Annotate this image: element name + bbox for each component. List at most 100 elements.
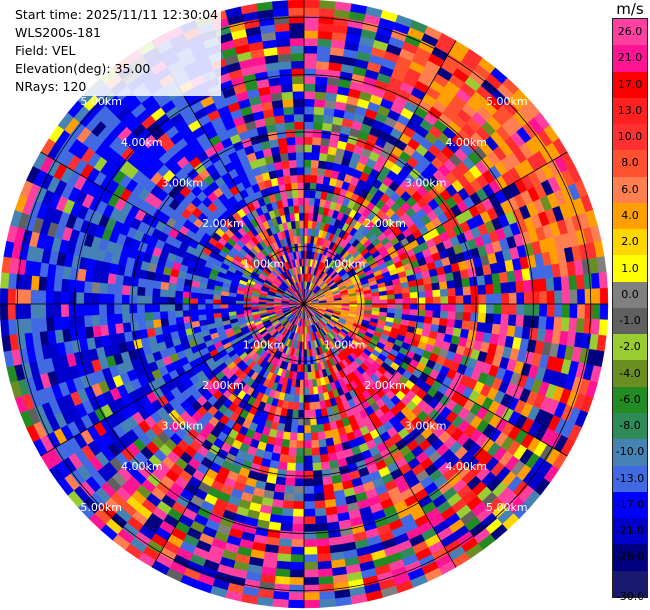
velocity-gate: [37, 289, 47, 305]
velocity-gate: [508, 303, 518, 316]
velocity-gate: [145, 278, 155, 289]
plot-info-box: Start time: 2025/11/11 12:30:04 WLS200s-…: [12, 6, 222, 96]
velocity-gate: [303, 220, 309, 229]
velocity-gate: [289, 561, 305, 571]
colorbar-bin: -6.0: [613, 386, 647, 413]
velocity-gate: [129, 276, 140, 287]
velocity-gate: [303, 394, 310, 404]
colorbar-tick-label: 2.0: [621, 235, 639, 249]
colorbar-tick-label: -8.0: [619, 419, 641, 433]
velocity-gate: [315, 522, 329, 532]
colorbar-bin: 17.0: [613, 71, 647, 98]
velocity-gate: [485, 293, 495, 305]
velocity-gate: [277, 461, 288, 471]
velocity-gate: [75, 291, 85, 305]
velocity-gate: [592, 288, 601, 305]
colorbar-tick-label: -21.0: [615, 524, 645, 538]
azimuth-spoke: [303, 40, 457, 305]
velocity-gate: [278, 538, 292, 548]
velocity-gate: [294, 128, 305, 138]
velocity-gate: [293, 98, 305, 107]
velocity-gate: [291, 60, 305, 69]
velocity-gate: [477, 284, 487, 296]
velocity-gate: [159, 296, 168, 305]
velocity-gate: [546, 303, 556, 318]
velocity-gate: [197, 298, 206, 305]
velocity-gate: [275, 122, 286, 132]
velocity-gate: [14, 303, 24, 320]
velocity-gate: [447, 287, 457, 297]
velocity-gate: [303, 584, 320, 594]
colorbar-bin: -10.0: [613, 439, 647, 466]
range-ring-label: 1.00km: [243, 257, 285, 270]
velocity-gate: [317, 560, 333, 570]
velocity-gate: [560, 317, 570, 333]
velocity-gate: [75, 303, 85, 317]
velocity-gate: [322, 476, 333, 486]
velocity-gate: [53, 316, 63, 331]
velocity-gate: [272, 7, 290, 17]
velocity-gate: [175, 316, 185, 325]
velocity-gate: [136, 312, 146, 322]
velocity-gate: [553, 316, 563, 332]
velocity-gate: [114, 274, 125, 286]
velocity-gate: [53, 277, 63, 292]
velocity-gate: [285, 470, 296, 479]
velocity-gate: [583, 318, 593, 335]
velocity-gate: [197, 303, 206, 310]
velocity-gate: [455, 303, 464, 313]
velocity-gate: [37, 303, 47, 319]
velocity-gate: [152, 279, 162, 290]
velocity-gate: [516, 292, 525, 305]
velocity-gate: [296, 166, 305, 176]
velocity-gate: [22, 318, 33, 334]
velocity-gate: [410, 297, 419, 305]
velocity-gate: [45, 290, 54, 305]
velocity-gate: [283, 114, 295, 123]
velocity-gate: [598, 272, 608, 289]
velocity-gate: [288, 159, 298, 169]
velocity-gate: [144, 287, 154, 297]
velocity-gate: [273, 583, 290, 593]
velocity-gate: [282, 167, 291, 177]
colorbar-bin: -26.0: [613, 544, 647, 571]
velocity-gate: [288, 205, 295, 215]
velocity-gate: [394, 303, 404, 310]
velocity-gate: [299, 372, 305, 381]
velocity-gate: [293, 501, 305, 510]
velocity-gate: [306, 364, 312, 373]
velocity-gate: [308, 197, 316, 206]
velocity-gate: [292, 83, 305, 92]
velocity-gate: [303, 349, 307, 358]
velocity-gate: [279, 522, 293, 532]
velocity-gate: [288, 7, 305, 16]
velocity-gate: [288, 439, 298, 449]
colorbar-unit-label: m/s: [616, 0, 644, 18]
velocity-gate: [275, 38, 291, 48]
colorbar-bin: -30.0: [613, 570, 647, 602]
velocity-gate: [303, 599, 321, 609]
velocity-gate: [372, 299, 381, 305]
velocity-gate: [290, 546, 305, 556]
velocity-gate: [485, 313, 494, 325]
velocity-gate: [303, 174, 311, 183]
colorbar-tick-label: 26.0: [617, 25, 643, 39]
velocity-gate: [220, 299, 229, 305]
velocity-gate: [379, 295, 388, 301]
velocity-gate: [316, 60, 330, 70]
velocity-gate: [312, 477, 324, 487]
colorbar-tick-label: 4.0: [621, 208, 639, 222]
velocity-gate: [287, 454, 297, 464]
velocity-gate: [295, 144, 305, 153]
velocity-gate: [423, 283, 433, 292]
velocity-gate: [303, 30, 319, 39]
velocity-gate: [591, 318, 601, 336]
elevation-text: Elevation(deg): 35.00: [15, 61, 151, 76]
colorbar-tick-label: -2.0: [619, 340, 641, 354]
colorbar-bin: 4.0: [613, 202, 647, 230]
velocity-gate: [274, 483, 286, 494]
velocity-gate: [446, 279, 456, 290]
velocity-gate: [483, 322, 494, 334]
velocity-gate: [318, 438, 327, 448]
velocity-gate: [303, 577, 319, 586]
